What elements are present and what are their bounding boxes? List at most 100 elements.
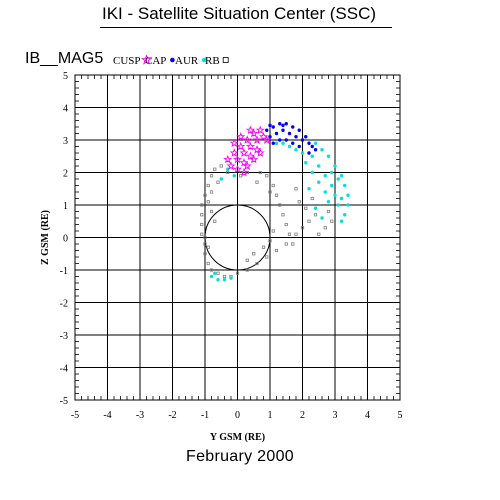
data-point-rb — [310, 196, 314, 201]
data-point-rb — [206, 200, 210, 204]
data-point-aur — [313, 141, 318, 145]
data-point-rb — [219, 164, 223, 168]
data-point-rb — [294, 232, 298, 236]
data-point-aur — [330, 170, 334, 175]
y-tick-label: -5 — [60, 396, 68, 407]
data-point-rb — [200, 232, 204, 236]
data-point-rb — [323, 226, 327, 230]
data-point-rb — [287, 232, 292, 236]
x-tick-label: -1 — [201, 410, 209, 421]
data-point-aur — [339, 196, 344, 201]
data-point-cap — [284, 138, 288, 142]
data-point-cusp — [229, 138, 239, 148]
data-point-aur — [320, 148, 324, 152]
data-point-rb — [213, 167, 217, 171]
date-label: February 2000 — [186, 448, 294, 465]
legend-marker-cusp — [141, 54, 153, 65]
data-point-rb — [216, 180, 220, 184]
data-point-aur — [333, 193, 337, 197]
data-point-rb — [245, 268, 249, 272]
data-point-rb — [307, 219, 311, 223]
y-tick-label: -4 — [60, 364, 68, 375]
y-tick-labels: -5 -4 -3 -2 -1 0 1 2 3 4 5 — [60, 71, 68, 407]
data-point-cap — [307, 151, 311, 155]
earth-circle — [204, 204, 271, 271]
data-point-rb — [203, 235, 207, 240]
data-point-aur — [333, 164, 337, 168]
data-point-aur — [213, 271, 217, 275]
y-tick-label: 5 — [63, 71, 68, 82]
data-point-rb — [252, 252, 256, 256]
data-point-cap — [313, 148, 318, 152]
data-point-rb — [265, 255, 269, 259]
data-point-cusp — [255, 148, 265, 157]
data-point-rb — [265, 174, 269, 178]
data-point-aur — [274, 141, 279, 145]
data-point-rb — [284, 242, 288, 246]
data-point-rb — [313, 213, 318, 217]
data-point-cusp — [249, 154, 259, 164]
data-point-cusp — [239, 157, 249, 167]
x-tick-label: -5 — [71, 410, 79, 421]
data-point-aur — [310, 170, 314, 175]
data-point-cusp — [245, 141, 256, 151]
data-point-rb — [271, 229, 275, 233]
data-point-rb — [278, 203, 282, 207]
data-point-rb — [294, 187, 298, 191]
data-point-cap — [307, 141, 311, 145]
data-point-cusp — [258, 131, 269, 141]
data-point-rb — [268, 239, 272, 243]
data-point-aur — [310, 154, 314, 158]
legend-marker-rb — [222, 57, 229, 63]
y-axis-label: Z GSM (RE) — [40, 210, 51, 265]
data-point-cap — [304, 135, 308, 139]
data-point-rb — [206, 261, 210, 266]
data-point-aur — [346, 203, 350, 207]
data-point-aur — [219, 177, 223, 181]
data-point-rb — [200, 222, 204, 227]
x-tick-label: 3 — [333, 410, 338, 421]
legend-label-aur: AUR — [175, 55, 199, 67]
data-point-cusp — [226, 161, 236, 170]
data-point-cusp — [249, 128, 259, 138]
data-point-rb — [209, 268, 214, 272]
data-point-aur — [336, 177, 340, 181]
data-point-aur — [216, 278, 220, 282]
data-point-aur — [346, 193, 350, 197]
data-point-cusp — [242, 161, 252, 170]
series-cap — [265, 122, 318, 155]
data-point-cusp — [245, 151, 256, 161]
x-tick-labels: -5 -4 -3 -2 -1 0 1 2 3 4 5 — [71, 410, 403, 421]
grid-lines — [75, 75, 400, 400]
data-point-rb — [226, 170, 230, 175]
data-point-cap — [300, 138, 305, 142]
satellite-label: IB__MAG5 — [25, 50, 104, 67]
data-point-cap — [297, 128, 301, 132]
data-point-cap — [281, 123, 285, 128]
y-tick-label: 4 — [63, 104, 68, 115]
data-point-aur — [209, 274, 214, 279]
data-point-aur — [222, 278, 227, 282]
data-point-rb — [255, 261, 259, 266]
data-point-aur — [339, 174, 344, 178]
x-axis-label: Y GSM (RE) — [210, 432, 265, 443]
data-point-rb — [222, 274, 227, 279]
x-tick-label: -3 — [136, 410, 144, 421]
data-point-cusp — [262, 135, 272, 144]
data-point-rb — [206, 183, 210, 188]
data-point-aur — [317, 164, 321, 168]
data-point-rb — [245, 258, 249, 262]
data-point-rb — [284, 222, 288, 227]
data-point-cusp — [236, 141, 246, 151]
data-point-rb — [281, 213, 285, 217]
data-point-aur — [313, 206, 318, 210]
title-underline — [100, 27, 392, 28]
data-point-aur — [326, 154, 331, 158]
legend-marker-aur — [201, 57, 207, 63]
x-tick-label: 2 — [300, 410, 305, 421]
data-point-cap — [271, 141, 275, 145]
data-point-cusp — [242, 135, 252, 144]
data-point-aur — [300, 151, 305, 155]
data-point-rb — [206, 245, 210, 249]
data-point-cap — [268, 135, 272, 139]
